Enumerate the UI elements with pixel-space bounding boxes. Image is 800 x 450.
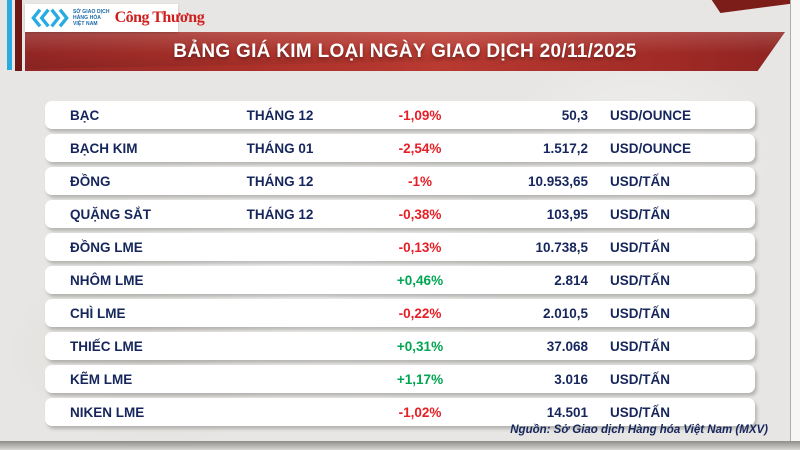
metal-name-cell: NHÔM LME xyxy=(70,272,144,288)
metal-name-cell: NIKEN LME xyxy=(70,404,145,420)
change-cell: -1,09% xyxy=(398,107,442,123)
unit-cell: USD/OUNCE xyxy=(610,107,692,123)
metal-name-cell: QUẶNG SẮT xyxy=(70,206,151,222)
change-cell: +0,31% xyxy=(396,338,444,354)
price-cell: 50,3 xyxy=(561,107,588,123)
contract-month-cell: THÁNG 01 xyxy=(246,140,314,156)
change-cell: -1% xyxy=(407,173,432,189)
unit-cell: USD/TẤN xyxy=(610,338,670,354)
table-row: NHÔM LME +0,46% 2.814 USD/TẤN xyxy=(45,266,755,294)
unit-cell: USD/TẤN xyxy=(610,371,670,387)
source-note: Nguồn: Sở Giao dịch Hàng hóa Việt Nam (M… xyxy=(510,424,768,436)
metal-name-cell: BẠCH KIM xyxy=(70,140,138,156)
metal-name-cell: BẠC xyxy=(70,107,100,123)
mxv-logo-line: VIỆT NAM xyxy=(73,21,98,27)
title-banner: BẢNG GIÁ KIM LOẠI NGÀY GIAO DỊCH 20/11/2… xyxy=(25,32,785,71)
price-rows: BẠC THÁNG 12 -1,09% 50,3 USD/OUNCE BẠCH … xyxy=(45,101,755,431)
mxv-logo-icon xyxy=(31,8,69,28)
change-cell: +1,17% xyxy=(396,371,444,387)
change-cell: -0,13% xyxy=(398,239,442,255)
left-accent-stripe-maroon xyxy=(15,0,22,71)
metal-name-cell: THIẾC LME xyxy=(70,338,143,354)
mxv-logo-line: HÀNG HÓA xyxy=(73,15,102,21)
table-row: BẠCH KIM THÁNG 01 -2,54% 1.517,2 USD/OUN… xyxy=(45,134,755,162)
metal-name-cell: ĐỒNG xyxy=(70,173,111,189)
table-row: ĐỒNG LME -0,13% 10.738,5 USD/TẤN xyxy=(45,233,755,261)
price-cell: 37.068 xyxy=(546,338,588,354)
price-cell: 10.953,65 xyxy=(527,173,588,189)
unit-cell: USD/TẤN xyxy=(610,206,670,222)
metal-name-cell: ĐỒNG LME xyxy=(70,239,143,255)
price-cell: 2.010,5 xyxy=(542,305,588,321)
congthuong-logo: Công Thương xyxy=(114,9,205,26)
left-accent-stripe-cyan xyxy=(7,0,12,70)
table-row: QUẶNG SẮT THÁNG 12 -0,38% 103,95 USD/TẤN xyxy=(45,200,755,228)
mxv-logo-text: SỞ GIAO DỊCH HÀNG HÓA VIỆT NAM xyxy=(73,9,110,27)
page-title: BẢNG GIÁ KIM LOẠI NGÀY GIAO DỊCH 20/11/2… xyxy=(173,40,637,62)
unit-cell: USD/TẤN xyxy=(610,239,670,255)
price-cell: 10.738,5 xyxy=(535,239,588,255)
table-row: ĐỒNG THÁNG 12 -1% 10.953,65 USD/TẤN xyxy=(45,167,755,195)
price-cell: 14.501 xyxy=(546,404,588,420)
frame-right-edge xyxy=(790,0,800,450)
top-right-accent-wedge xyxy=(711,0,790,13)
table-row: NIKEN LME -1,02% 14.501 USD/TẤN xyxy=(45,398,755,426)
unit-cell: USD/OUNCE xyxy=(610,140,692,156)
contract-month-cell: THÁNG 12 xyxy=(246,107,314,123)
contract-month-cell: THÁNG 12 xyxy=(246,206,314,222)
contract-month-cell: THÁNG 12 xyxy=(246,173,314,189)
price-cell: 3.016 xyxy=(554,371,588,387)
change-cell: -1,02% xyxy=(398,404,442,420)
mxv-logo-line: SỞ GIAO DỊCH xyxy=(73,9,110,15)
table-row: KẼM LME +1,17% 3.016 USD/TẤN xyxy=(45,365,755,393)
price-cell: 1.517,2 xyxy=(542,140,588,156)
unit-cell: USD/TẤN xyxy=(610,305,670,321)
change-cell: -2,54% xyxy=(398,140,442,156)
unit-cell: USD/TẤN xyxy=(610,272,670,288)
table-row: CHÌ LME -0,22% 2.010,5 USD/TẤN xyxy=(45,299,755,327)
change-cell: -0,22% xyxy=(398,305,442,321)
frame-bottom-edge xyxy=(0,441,800,450)
change-cell: +0,46% xyxy=(396,272,444,288)
price-cell: 2.814 xyxy=(554,272,588,288)
table-row: BẠC THÁNG 12 -1,09% 50,3 USD/OUNCE xyxy=(45,101,755,129)
table-row: THIẾC LME +0,31% 37.068 USD/TẤN xyxy=(45,332,755,360)
change-cell: -0,38% xyxy=(398,206,442,222)
unit-cell: USD/TẤN xyxy=(610,173,670,189)
price-cell: 103,95 xyxy=(546,206,588,222)
unit-cell: USD/TẤN xyxy=(610,404,670,420)
metal-name-cell: KẼM LME xyxy=(70,371,133,387)
metal-name-cell: CHÌ LME xyxy=(70,305,126,321)
logo-bar: SỞ GIAO DỊCH HÀNG HÓA VIỆT NAM Công Thươ… xyxy=(25,4,205,32)
